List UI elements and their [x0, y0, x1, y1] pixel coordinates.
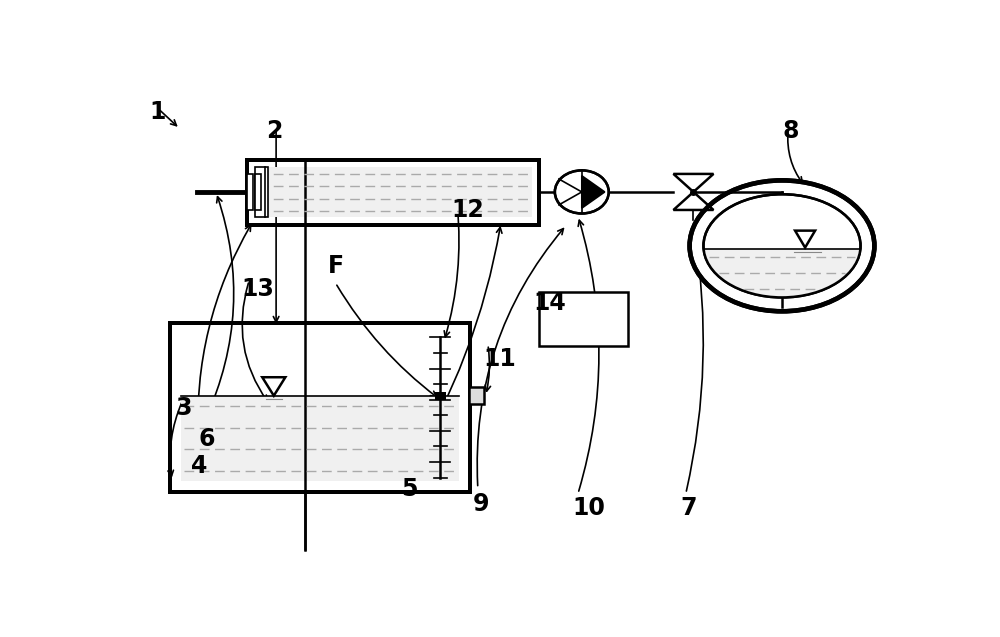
Bar	[532, 160, 539, 225]
Polygon shape	[673, 192, 713, 210]
Text: 13: 13	[241, 276, 274, 301]
Text: 8: 8	[782, 118, 798, 143]
Text: 4: 4	[191, 454, 207, 478]
Text: 3: 3	[175, 396, 192, 420]
Bar	[539, 292, 628, 346]
Polygon shape	[582, 176, 605, 208]
Ellipse shape	[690, 180, 874, 311]
Bar	[170, 323, 181, 492]
Bar	[247, 217, 539, 225]
Bar	[247, 160, 539, 225]
Bar	[255, 168, 532, 217]
Text: 9: 9	[472, 492, 489, 516]
Text: 7: 7	[680, 496, 697, 520]
Bar	[247, 160, 539, 168]
Text: 10: 10	[573, 496, 605, 520]
Bar	[459, 323, 470, 492]
Text: F: F	[328, 254, 344, 278]
Bar	[247, 160, 255, 225]
Bar	[255, 175, 261, 210]
Text: 12: 12	[451, 198, 484, 222]
Bar	[170, 482, 470, 492]
Bar	[170, 323, 470, 334]
Polygon shape	[673, 174, 713, 192]
Text: 2: 2	[266, 118, 282, 143]
Ellipse shape	[555, 170, 609, 213]
Bar	[247, 160, 539, 225]
Polygon shape	[262, 377, 285, 396]
Text: 1: 1	[149, 99, 165, 124]
Text: 6: 6	[198, 427, 215, 451]
Bar	[170, 323, 470, 492]
Bar	[435, 392, 446, 399]
Text: 14: 14	[533, 290, 566, 315]
Ellipse shape	[703, 194, 861, 297]
Bar	[247, 175, 253, 210]
Bar	[170, 323, 470, 492]
Text: 11: 11	[483, 347, 516, 371]
Text: 5: 5	[401, 477, 417, 501]
Bar	[181, 396, 459, 482]
Bar	[703, 249, 861, 297]
Bar	[255, 168, 268, 217]
Polygon shape	[795, 231, 815, 248]
Bar	[469, 387, 484, 404]
